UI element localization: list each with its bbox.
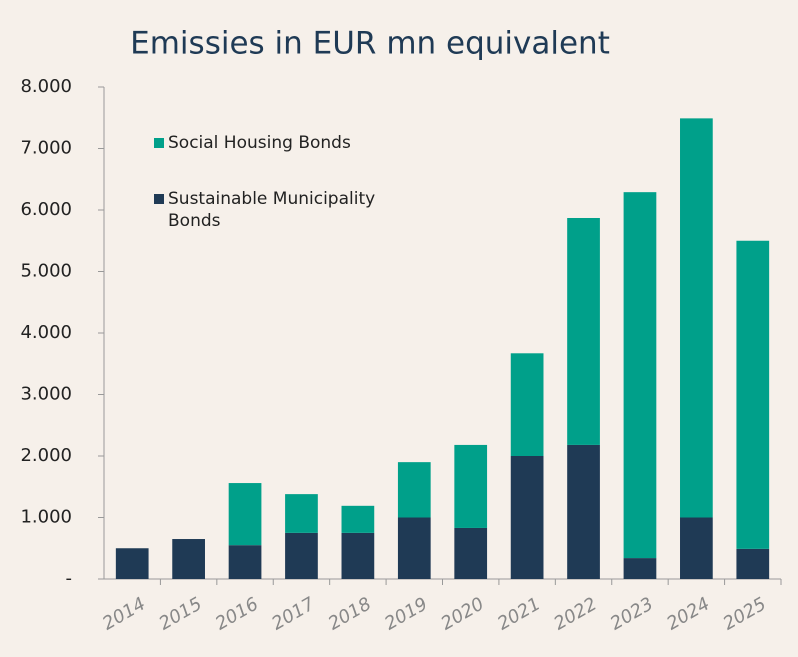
chart-title: Emissies in EUR mn equivalent xyxy=(130,26,610,62)
x-tick-label: 2021 xyxy=(494,593,544,634)
y-tick-label: 5.000 xyxy=(20,261,72,282)
y-tick-label: 4.000 xyxy=(20,322,72,343)
x-tick-label: 2016 xyxy=(212,593,262,634)
bar-segment xyxy=(285,532,318,579)
y-tick-label: 3.000 xyxy=(20,384,72,405)
bar-segment xyxy=(623,192,657,559)
bar-segment xyxy=(454,527,488,579)
bar-segment xyxy=(228,483,262,546)
y-tick-label: 7.000 xyxy=(20,138,72,159)
bar-segment xyxy=(341,532,375,579)
bar-segment xyxy=(397,517,431,579)
legend-swatch xyxy=(154,138,164,148)
x-tick-label: 2015 xyxy=(155,593,205,634)
bar-segment xyxy=(736,548,770,579)
bar-segment xyxy=(736,240,770,549)
bar-segment xyxy=(172,539,205,579)
bar-segment xyxy=(228,545,262,579)
bar-segment xyxy=(115,548,149,579)
bar-segment xyxy=(454,444,488,528)
y-tick-label: 1.000 xyxy=(20,507,72,528)
legend-label: Social Housing Bonds xyxy=(168,133,351,153)
y-tick-label: 8.000 xyxy=(20,76,72,97)
legend-entry: Sustainable Municipality Bonds xyxy=(154,188,399,232)
x-tick-label: 2023 xyxy=(607,593,657,634)
x-tick-label: 2025 xyxy=(720,593,770,634)
x-tick-label: 2018 xyxy=(325,593,375,634)
bar-segment xyxy=(397,462,431,518)
bar-segment xyxy=(680,118,713,518)
x-tick-label: 2014 xyxy=(99,593,149,634)
legend-label: Sustainable Municipality Bonds xyxy=(168,189,376,231)
legend-entry: Social Housing Bonds xyxy=(154,132,399,154)
y-tick-label: 2.000 xyxy=(20,445,72,466)
legend-swatch xyxy=(154,194,164,204)
bar-segment xyxy=(285,494,318,533)
bar-segment xyxy=(623,558,657,579)
bar-segment xyxy=(341,505,375,533)
x-tick-label: 2019 xyxy=(381,593,431,634)
x-tick-label: 2024 xyxy=(663,593,713,634)
y-tick-label: 6.000 xyxy=(20,199,72,220)
bar-segment xyxy=(567,217,600,445)
bar-segment xyxy=(510,456,544,579)
x-tick-label: 2020 xyxy=(438,593,488,634)
y-tick-label: - xyxy=(66,568,73,589)
bar-segment xyxy=(567,444,600,579)
bar-segment xyxy=(680,517,713,579)
x-tick-label: 2022 xyxy=(550,593,600,634)
bar-segment xyxy=(510,353,544,456)
x-tick-label: 2017 xyxy=(268,593,319,634)
